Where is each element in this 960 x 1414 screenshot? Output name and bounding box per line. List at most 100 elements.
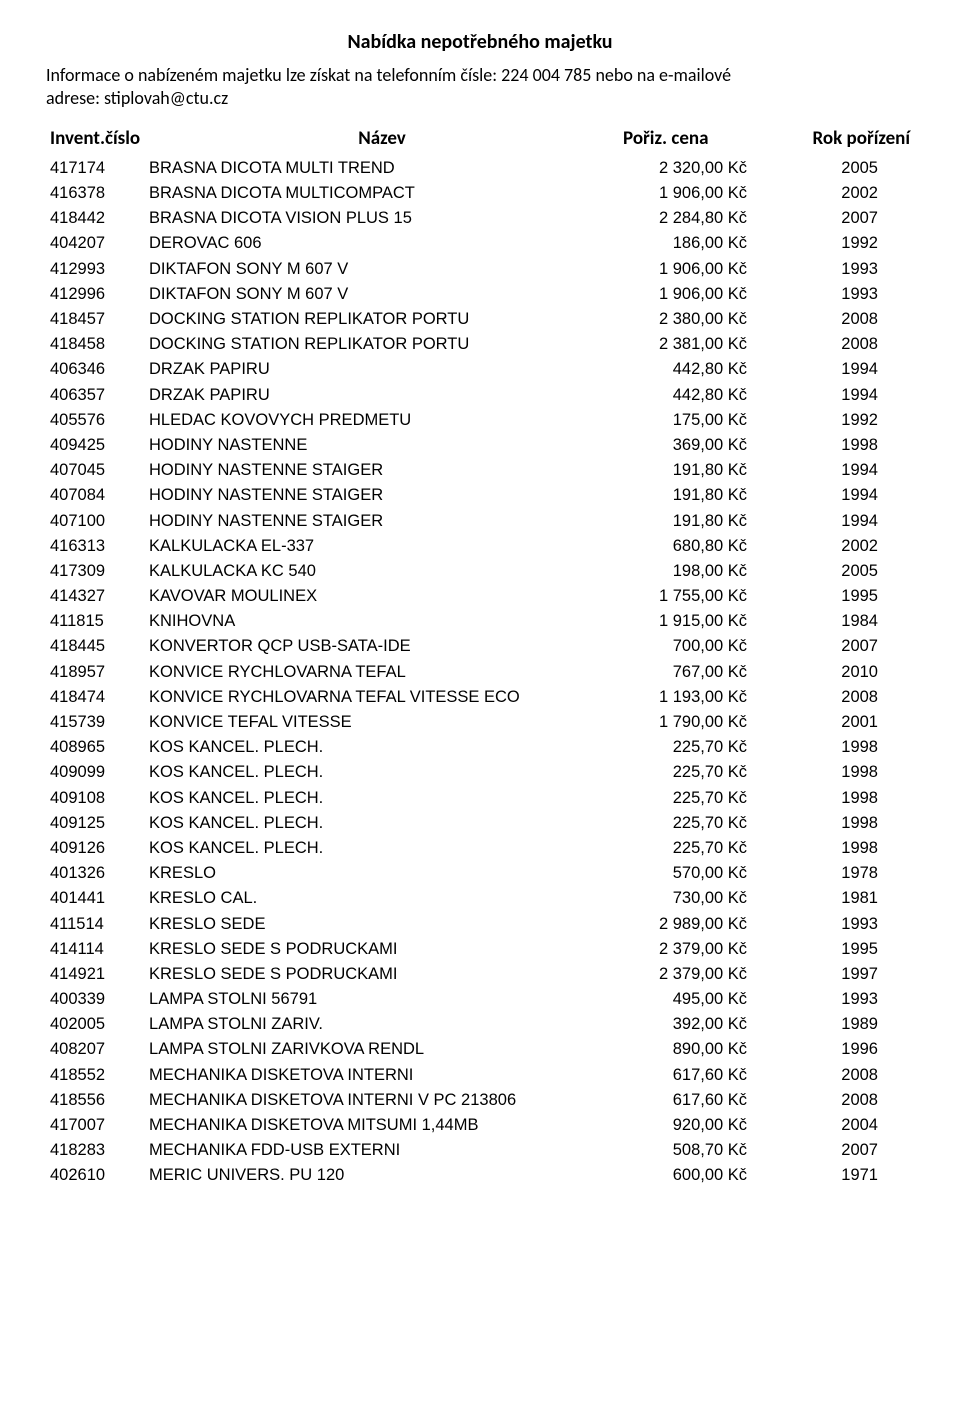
cell-year: 1998	[777, 760, 914, 785]
cell-id: 418457	[46, 307, 145, 332]
cell-price: 617,60 Kč	[619, 1088, 777, 1113]
cell-year: 2010	[777, 660, 914, 685]
cell-year: 1992	[777, 408, 914, 433]
cell-year: 1994	[777, 357, 914, 382]
table-row: 417174BRASNA DICOTA MULTI TREND2 320,00 …	[46, 156, 914, 181]
cell-year: 2005	[777, 156, 914, 181]
cell-name: LAMPA STOLNI ZARIVKOVA RENDL	[145, 1037, 619, 1062]
cell-name: KOS KANCEL. PLECH.	[145, 785, 619, 810]
cell-price: 225,70 Kč	[619, 735, 777, 760]
cell-price: 442,80 Kč	[619, 382, 777, 407]
table-row: 408965KOS KANCEL. PLECH.225,70 Kč1998	[46, 735, 914, 760]
cell-id: 411815	[46, 609, 145, 634]
inventory-table: Invent.číslo Název Pořiz. cena Rok poříz…	[46, 125, 914, 1189]
cell-year: 1994	[777, 382, 914, 407]
cell-year: 1998	[777, 735, 914, 760]
table-row: 407084HODINY NASTENNE STAIGER191,80 Kč19…	[46, 483, 914, 508]
cell-id: 409125	[46, 811, 145, 836]
table-header-row: Invent.číslo Název Pořiz. cena Rok poříz…	[46, 125, 914, 156]
cell-year: 1992	[777, 231, 914, 256]
cell-year: 1993	[777, 257, 914, 282]
table-row: 400339LAMPA STOLNI 56791495,00 Kč1993	[46, 987, 914, 1012]
cell-id: 401326	[46, 861, 145, 886]
table-row: 418957KONVICE RYCHLOVARNA TEFAL767,00 Kč…	[46, 660, 914, 685]
cell-price: 700,00 Kč	[619, 634, 777, 659]
cell-year: 2007	[777, 206, 914, 231]
table-row: 412996DIKTAFON SONY M 607 V1 906,00 Kč19…	[46, 282, 914, 307]
cell-price: 225,70 Kč	[619, 785, 777, 810]
cell-year: 1997	[777, 962, 914, 987]
cell-year: 2008	[777, 685, 914, 710]
cell-id: 412993	[46, 257, 145, 282]
cell-name: HODINY NASTENNE	[145, 433, 619, 458]
cell-year: 2004	[777, 1113, 914, 1138]
table-row: 406346DRZAK PAPIRU442,80 Kč1994	[46, 357, 914, 382]
cell-id: 418283	[46, 1138, 145, 1163]
cell-id: 416378	[46, 181, 145, 206]
table-row: 416378BRASNA DICOTA MULTICOMPACT1 906,00…	[46, 181, 914, 206]
cell-price: 191,80 Kč	[619, 508, 777, 533]
table-row: 418556MECHANIKA DISKETOVA INTERNI V PC 2…	[46, 1088, 914, 1113]
cell-name: DIKTAFON SONY M 607 V	[145, 257, 619, 282]
cell-id: 402610	[46, 1163, 145, 1188]
cell-id: 405576	[46, 408, 145, 433]
table-row: 407045HODINY NASTENNE STAIGER191,80 Kč19…	[46, 458, 914, 483]
cell-price: 2 379,00 Kč	[619, 962, 777, 987]
cell-year: 1994	[777, 483, 914, 508]
cell-year: 2002	[777, 181, 914, 206]
cell-year: 1981	[777, 886, 914, 911]
intro-line-2: adrese: stiplovah@ctu.cz	[46, 87, 228, 109]
cell-year: 1993	[777, 282, 914, 307]
cell-name: DEROVAC 606	[145, 231, 619, 256]
cell-id: 417309	[46, 559, 145, 584]
cell-id: 406346	[46, 357, 145, 382]
table-row: 401326KRESLO570,00 Kč1978	[46, 861, 914, 886]
cell-year: 2007	[777, 634, 914, 659]
table-row: 414327KAVOVAR MOULINEX1 755,00 Kč1995	[46, 584, 914, 609]
cell-name: KNIHOVNA	[145, 609, 619, 634]
cell-price: 495,00 Kč	[619, 987, 777, 1012]
cell-name: DRZAK PAPIRU	[145, 382, 619, 407]
cell-name: DOCKING STATION REPLIKATOR PORTU	[145, 307, 619, 332]
cell-price: 1 790,00 Kč	[619, 710, 777, 735]
cell-name: HODINY NASTENNE STAIGER	[145, 458, 619, 483]
cell-id: 414114	[46, 937, 145, 962]
cell-id: 409099	[46, 760, 145, 785]
cell-name: KRESLO SEDE S PODRUCKAMI	[145, 962, 619, 987]
cell-id: 408965	[46, 735, 145, 760]
cell-name: KOS KANCEL. PLECH.	[145, 836, 619, 861]
cell-year: 1978	[777, 861, 914, 886]
cell-id: 412996	[46, 282, 145, 307]
cell-year: 1993	[777, 987, 914, 1012]
intro-text: Informace o nabízeném majetku lze získat…	[46, 64, 914, 111]
table-row: 406357DRZAK PAPIRU442,80 Kč1994	[46, 382, 914, 407]
page-title: Nabídka nepotřebného majetku	[46, 30, 914, 54]
table-row: 411815KNIHOVNA1 915,00 Kč1984	[46, 609, 914, 634]
cell-id: 418552	[46, 1063, 145, 1088]
cell-year: 1993	[777, 911, 914, 936]
col-header-id: Invent.číslo	[46, 125, 145, 156]
cell-price: 225,70 Kč	[619, 836, 777, 861]
table-row: 408207LAMPA STOLNI ZARIVKOVA RENDL890,00…	[46, 1037, 914, 1062]
cell-price: 920,00 Kč	[619, 1113, 777, 1138]
table-row: 418457DOCKING STATION REPLIKATOR PORTU2 …	[46, 307, 914, 332]
cell-year: 2001	[777, 710, 914, 735]
cell-name: HODINY NASTENNE STAIGER	[145, 483, 619, 508]
table-row: 417007MECHANIKA DISKETOVA MITSUMI 1,44MB…	[46, 1113, 914, 1138]
cell-name: KALKULACKA KC 540	[145, 559, 619, 584]
cell-year: 2008	[777, 332, 914, 357]
cell-id: 406357	[46, 382, 145, 407]
cell-price: 175,00 Kč	[619, 408, 777, 433]
cell-price: 442,80 Kč	[619, 357, 777, 382]
cell-price: 191,80 Kč	[619, 458, 777, 483]
cell-name: MERIC UNIVERS. PU 120	[145, 1163, 619, 1188]
table-row: 418442BRASNA DICOTA VISION PLUS 152 284,…	[46, 206, 914, 231]
cell-year: 2005	[777, 559, 914, 584]
cell-price: 198,00 Kč	[619, 559, 777, 584]
cell-id: 418442	[46, 206, 145, 231]
cell-price: 225,70 Kč	[619, 760, 777, 785]
table-row: 402005LAMPA STOLNI ZARIV.392,00 Kč1989	[46, 1012, 914, 1037]
cell-price: 508,70 Kč	[619, 1138, 777, 1163]
cell-year: 1994	[777, 458, 914, 483]
cell-id: 402005	[46, 1012, 145, 1037]
